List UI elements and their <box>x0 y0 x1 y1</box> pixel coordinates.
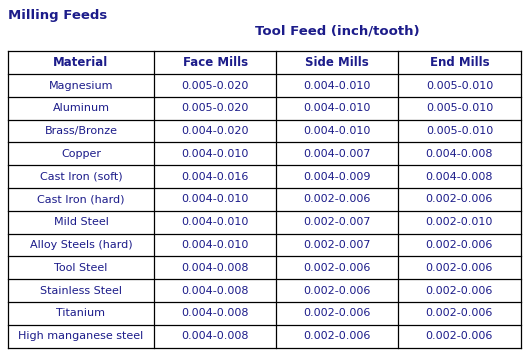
Text: 0.002-0.006: 0.002-0.006 <box>304 194 371 205</box>
Text: 0.004-0.007: 0.004-0.007 <box>304 149 371 159</box>
Text: Side Mills: Side Mills <box>305 56 369 69</box>
Text: Cast Iron (soft): Cast Iron (soft) <box>40 172 122 182</box>
Text: Mild Steel: Mild Steel <box>54 217 109 227</box>
Text: End Mills: End Mills <box>430 56 489 69</box>
Text: 0.004-0.010: 0.004-0.010 <box>304 126 371 136</box>
Text: 0.004-0.020: 0.004-0.020 <box>181 126 249 136</box>
Text: 0.004-0.008: 0.004-0.008 <box>181 263 249 273</box>
Text: 0.004-0.010: 0.004-0.010 <box>304 80 371 91</box>
Text: 0.002-0.007: 0.002-0.007 <box>304 240 371 250</box>
Text: Magnesium: Magnesium <box>48 80 113 91</box>
Text: Brass/Bronze: Brass/Bronze <box>44 126 118 136</box>
Text: 0.004-0.010: 0.004-0.010 <box>181 149 249 159</box>
Text: 0.004-0.008: 0.004-0.008 <box>181 331 249 341</box>
Text: 0.002-0.006: 0.002-0.006 <box>426 194 493 205</box>
Text: 0.004-0.008: 0.004-0.008 <box>181 286 249 296</box>
Text: 0.002-0.010: 0.002-0.010 <box>426 217 493 227</box>
Text: 0.005-0.020: 0.005-0.020 <box>181 103 249 113</box>
Text: Aluminum: Aluminum <box>53 103 110 113</box>
Text: 0.002-0.006: 0.002-0.006 <box>304 308 371 319</box>
Text: 0.004-0.010: 0.004-0.010 <box>181 217 249 227</box>
Text: Tool Steel: Tool Steel <box>54 263 108 273</box>
Text: 0.005-0.020: 0.005-0.020 <box>181 80 249 91</box>
Text: Alloy Steels (hard): Alloy Steels (hard) <box>30 240 132 250</box>
Text: 0.004-0.010: 0.004-0.010 <box>181 240 249 250</box>
Text: 0.005-0.010: 0.005-0.010 <box>426 103 493 113</box>
Text: Titanium: Titanium <box>56 308 105 319</box>
Text: 0.002-0.006: 0.002-0.006 <box>304 331 371 341</box>
Text: 0.002-0.006: 0.002-0.006 <box>426 331 493 341</box>
Text: Cast Iron (hard): Cast Iron (hard) <box>37 194 125 205</box>
Text: 0.002-0.006: 0.002-0.006 <box>426 263 493 273</box>
Text: High manganese steel: High manganese steel <box>18 331 143 341</box>
Text: 0.002-0.006: 0.002-0.006 <box>304 286 371 296</box>
Text: 0.004-0.008: 0.004-0.008 <box>426 149 493 159</box>
Text: Copper: Copper <box>61 149 101 159</box>
Text: Tool Feed (inch/tooth): Tool Feed (inch/tooth) <box>255 24 419 37</box>
Text: 0.002-0.006: 0.002-0.006 <box>426 286 493 296</box>
Text: 0.005-0.010: 0.005-0.010 <box>426 126 493 136</box>
Text: 0.004-0.010: 0.004-0.010 <box>181 194 249 205</box>
Text: 0.002-0.006: 0.002-0.006 <box>426 308 493 319</box>
Text: 0.004-0.016: 0.004-0.016 <box>181 172 249 182</box>
Text: Material: Material <box>53 56 109 69</box>
Text: 0.002-0.007: 0.002-0.007 <box>304 217 371 227</box>
Text: 0.005-0.010: 0.005-0.010 <box>426 80 493 91</box>
Text: Stainless Steel: Stainless Steel <box>40 286 122 296</box>
Text: 0.002-0.006: 0.002-0.006 <box>426 240 493 250</box>
Text: 0.002-0.006: 0.002-0.006 <box>304 263 371 273</box>
Text: 0.004-0.009: 0.004-0.009 <box>304 172 371 182</box>
Text: 0.004-0.008: 0.004-0.008 <box>426 172 493 182</box>
Text: Face Mills: Face Mills <box>182 56 248 69</box>
Text: 0.004-0.010: 0.004-0.010 <box>304 103 371 113</box>
Text: 0.004-0.008: 0.004-0.008 <box>181 308 249 319</box>
Text: Milling Feeds: Milling Feeds <box>8 9 107 22</box>
